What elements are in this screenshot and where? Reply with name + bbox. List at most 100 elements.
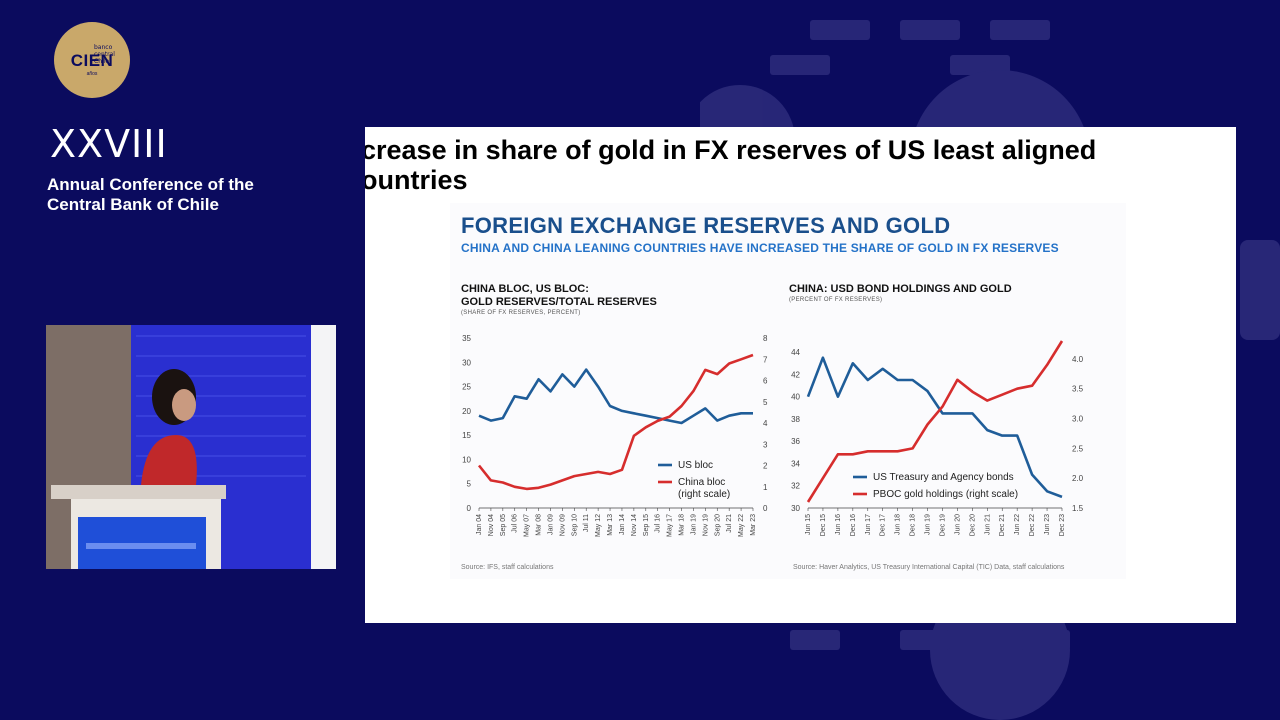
- x-tick-label: Dec 19: [939, 514, 946, 536]
- x-tick-label: Dec 23: [1059, 514, 1066, 536]
- y-right-tick-label: 0: [763, 504, 768, 513]
- y-right-tick-label: 7: [763, 355, 768, 364]
- x-tick-label: Sep 05: [500, 514, 507, 536]
- left-chart: 0 5 10 15 20 25 30 35 0 1 2 3 4 5 6 7 8 Jan 04 Nov 04 Sep 0…: [462, 334, 768, 537]
- presentation-slide: crease in share of gold in FX reserves o…: [365, 127, 1236, 623]
- y-left-tick-label: 15: [462, 431, 471, 440]
- y-right-tick-label: 2.5: [1072, 444, 1084, 453]
- chart-panel: FOREIGN EXCHANGE RESERVES AND GOLD CHINA…: [450, 203, 1126, 579]
- x-tick-label: Jun 15: [805, 514, 812, 535]
- x-tick-label: Sep 15: [643, 514, 650, 536]
- x-tick-label: Jun 23: [1044, 514, 1051, 535]
- y-left-tick-label: 30: [791, 504, 800, 513]
- conference-name: Annual Conference of the Central Bank of…: [47, 175, 327, 215]
- x-tick-label: Jun 19: [925, 514, 932, 535]
- left-chart-title: CHINA BLOC, US BLOC: GOLD RESERVES/TOTAL…: [461, 283, 657, 309]
- y-right-tick-label: 3: [763, 440, 768, 449]
- legend-label: US Treasury and Agency bonds: [873, 472, 1014, 483]
- y-right-tick-label: 8: [763, 334, 768, 343]
- right-chart-source: Source: Haver Analytics, US Treasury Int…: [793, 564, 1065, 571]
- y-right-tick-label: 2.0: [1072, 474, 1084, 483]
- x-tick-label: Nov 09: [559, 514, 566, 536]
- x-tick-label: Jun 18: [895, 514, 902, 535]
- slide-title-line1: crease in share of gold in FX reserves o…: [365, 135, 1097, 165]
- x-tick-label: Dec 20: [969, 514, 976, 536]
- x-tick-label: Dec 16: [850, 514, 857, 536]
- x-tick-label: May 17: [667, 514, 674, 537]
- series-line-blue: [806, 356, 1063, 499]
- x-tick-label: Dec 22: [1029, 514, 1036, 536]
- x-tick-label: May 12: [595, 514, 602, 537]
- y-right-tick-label: 4: [763, 419, 768, 428]
- y-left-tick-label: 25: [462, 383, 471, 392]
- x-tick-label: Dec 15: [820, 514, 827, 536]
- y-left-tick-label: 44: [791, 348, 800, 357]
- x-tick-label: Dec 21: [999, 514, 1006, 536]
- x-tick-label: Jan 04: [476, 514, 483, 535]
- x-tick-label: Mar 13: [607, 514, 614, 536]
- y-left-tick-label: 5: [467, 480, 472, 489]
- x-tick-label: Jul 16: [655, 514, 662, 533]
- x-tick-label: Jul 21: [726, 514, 733, 533]
- y-right-tick-label: 6: [763, 377, 768, 386]
- x-tick-label: Jun 16: [835, 514, 842, 535]
- series-line-red: [477, 353, 754, 491]
- logo-text: CIEN: [70, 51, 114, 70]
- left-chart-unit: (SHARE OF FX RESERVES, PERCENT): [461, 310, 581, 316]
- y-left-tick-label: 36: [791, 437, 800, 446]
- conference-name-line2: Central Bank of Chile: [47, 195, 219, 214]
- legend-label-line2: (right scale): [678, 489, 730, 500]
- right-chart: 30 32 34 36 38 40 42 44 1.5 2.0 2.5 3.0 3.5 4.0 Jun 15…: [791, 340, 1084, 536]
- series-line-red: [806, 340, 1064, 503]
- y-right-tick-label: 1: [763, 483, 768, 492]
- x-tick-label: Jan 19: [690, 514, 697, 535]
- panel-heading: FOREIGN EXCHANGE RESERVES AND GOLD: [461, 213, 951, 238]
- x-tick-label: Nov 19: [702, 514, 709, 536]
- y-right-tick-label: 3.0: [1072, 415, 1084, 424]
- y-left-tick-label: 42: [791, 370, 800, 379]
- x-tick-label: Dec 17: [880, 514, 887, 536]
- left-chart-title-line2: GOLD RESERVES/TOTAL RESERVES: [461, 296, 657, 308]
- x-tick-label: Mar 18: [679, 514, 686, 536]
- y-left-tick-label: 32: [791, 482, 800, 491]
- speaker-video-image: [46, 325, 336, 569]
- y-left-tick-label: 34: [791, 459, 800, 468]
- logo-years: años: [86, 71, 98, 77]
- slide-title-line2: ountries: [365, 165, 468, 195]
- x-tick-label: Jun 22: [1014, 514, 1021, 535]
- x-tick-label: Mar 23: [750, 514, 757, 536]
- y-left-tick-label: 10: [462, 455, 471, 464]
- y-right-tick-label: 1.5: [1072, 504, 1084, 513]
- y-right-tick-label: 5: [763, 398, 768, 407]
- y-left-tick-label: 40: [791, 393, 800, 402]
- x-tick-label: Mar 08: [536, 514, 543, 536]
- y-left-tick-label: 0: [467, 504, 472, 513]
- panel-subheading: CHINA AND CHINA LEANING COUNTRIES HAVE I…: [461, 241, 1059, 255]
- legend-label: US bloc: [678, 460, 713, 471]
- right-chart-unit: (PERCENT OF FX RESERVES): [789, 297, 883, 303]
- x-tick-label: Dec 18: [910, 514, 917, 536]
- x-tick-label: Sep 20: [714, 514, 721, 536]
- right-chart-title: CHINA: USD BOND HOLDINGS AND GOLD: [789, 283, 1012, 296]
- conference-number: XXVIII: [50, 122, 168, 166]
- x-tick-label: Jun 20: [954, 514, 961, 535]
- legend-label: China bloc: [678, 477, 725, 488]
- logo-subtitle: banco central Chile: [94, 44, 115, 65]
- speaker-video: [46, 325, 336, 569]
- x-tick-label: Nov 04: [488, 514, 495, 536]
- x-tick-label: Jun 17: [865, 514, 872, 535]
- series-line-blue: [478, 368, 753, 425]
- left-chart-source: Source: IFS, staff calculations: [461, 564, 554, 571]
- left-chart-title-line1: CHINA BLOC, US BLOC:: [461, 283, 589, 295]
- y-left-tick-label: 35: [462, 334, 471, 343]
- y-right-tick-label: 3.5: [1072, 385, 1084, 394]
- y-right-tick-label: 2: [763, 462, 768, 471]
- x-tick-label: Nov 14: [631, 514, 638, 536]
- conference-name-line1: Annual Conference of the: [47, 175, 254, 194]
- x-tick-label: Jan 09: [547, 514, 554, 535]
- slide-title: crease in share of gold in FX reserves o…: [365, 135, 1225, 255]
- x-tick-label: May 22: [738, 514, 745, 537]
- x-tick-label: Jan 14: [619, 514, 626, 535]
- conference-logo: banco central Chile CIEN años: [54, 22, 130, 98]
- y-left-tick-label: 20: [462, 407, 471, 416]
